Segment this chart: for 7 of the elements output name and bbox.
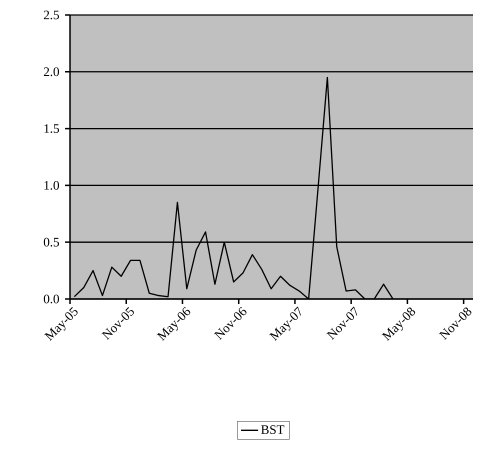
y-tick-label: 2.0 xyxy=(44,67,60,76)
y-tick-label: 0.5 xyxy=(44,238,59,247)
y-tick-label: 1.5 xyxy=(44,124,59,133)
y-tick-label: 0.0 xyxy=(44,294,60,304)
y-tick-label: 2.5 xyxy=(44,10,59,20)
legend-label: BST xyxy=(261,425,284,434)
y-tick-label: 1.0 xyxy=(44,180,60,190)
